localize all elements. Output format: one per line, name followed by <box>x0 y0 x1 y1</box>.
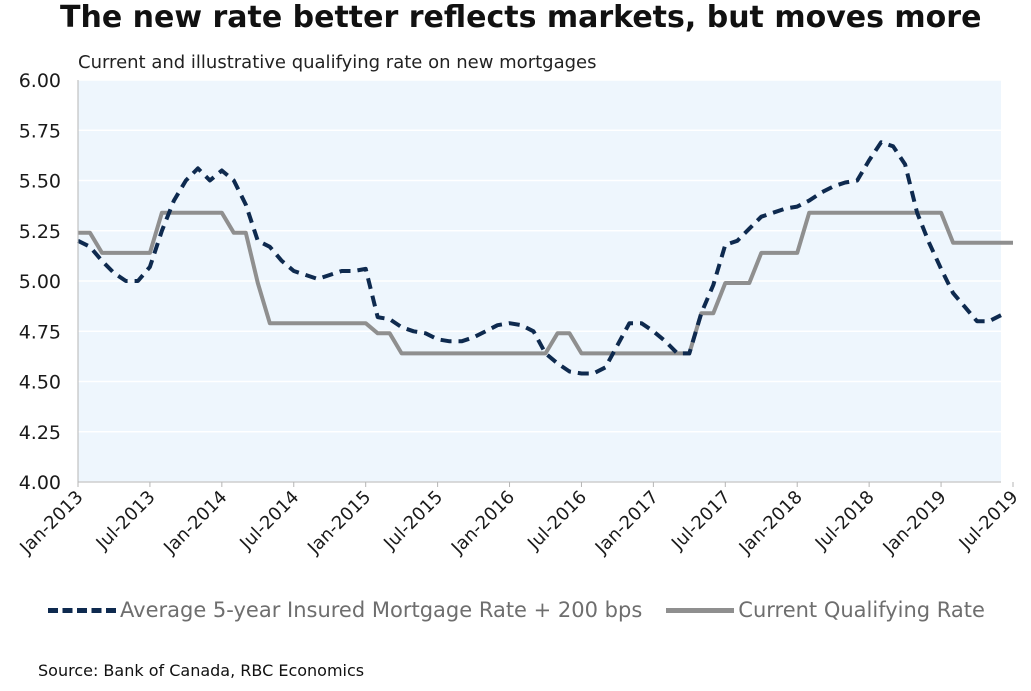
y-tick-label: 4.50 <box>19 372 61 394</box>
y-tick-label: 4.25 <box>19 422 61 444</box>
x-tick-label: Jan-2015 <box>303 487 375 559</box>
source-note: Source: Bank of Canada, RBC Economics <box>38 661 365 680</box>
x-tick-label: Jan-2019 <box>878 487 950 559</box>
axes <box>77 80 1014 487</box>
y-tick-label: 4.00 <box>19 472 61 494</box>
x-tick-label: Jul-2015 <box>379 487 447 555</box>
legend-swatch-dashed <box>48 607 116 613</box>
x-tick-label: Jan-2017 <box>591 487 663 559</box>
legend-label: Average 5-year Insured Mortgage Rate + 2… <box>120 598 643 622</box>
x-tick-label: Jan-2014 <box>159 487 231 559</box>
series-line-qualifying-rate <box>78 210 1013 356</box>
legend-swatch-solid <box>666 607 735 613</box>
series-lines <box>77 140 1013 376</box>
x-axis-tick-labels: Jan-2013 Jul-2013 Jan-2014 Jul-2014 Jan-2015… <box>15 487 1022 559</box>
y-tick-label: 5.75 <box>19 120 61 142</box>
chart-title: The new rate better reflects markets, bu… <box>60 0 982 35</box>
x-tick-label: Jul-2017 <box>667 487 735 555</box>
y-tick-label: 6.00 <box>19 70 61 92</box>
x-tick-label: Jul-2018 <box>811 487 879 555</box>
legend-item-qualifying-rate: Current Qualifying Rate <box>666 598 985 622</box>
x-tick-label: Jul-2019 <box>955 487 1023 555</box>
x-tick-label: Jul-2014 <box>235 487 303 555</box>
line-chart: 4.00 4.25 4.50 4.75 5.00 5.25 5.50 5.75 6.00 Jan… <box>15 70 1022 559</box>
x-tick-label: Jan-2018 <box>735 487 807 559</box>
x-tick-label: Jul-2016 <box>523 487 591 555</box>
x-tick-label: Jul-2013 <box>92 487 160 555</box>
x-tick-label: Jan-2013 <box>15 487 87 559</box>
y-tick-label: 5.50 <box>19 171 61 193</box>
legend: Average 5-year Insured Mortgage Rate + 2… <box>48 598 1009 622</box>
y-tick-label: 5.00 <box>19 271 61 293</box>
y-axis-tick-labels: 4.00 4.25 4.50 4.75 5.00 5.25 5.50 5.75 6.00 <box>19 70 61 494</box>
chart-subtitle: Current and illustrative qualifying rate… <box>78 52 597 73</box>
x-tick-label: Jan-2016 <box>447 487 519 559</box>
legend-label: Current Qualifying Rate <box>738 598 985 622</box>
y-tick-label: 4.75 <box>19 321 61 343</box>
series-line-mortgage-rate <box>77 140 1002 376</box>
y-tick-label: 5.25 <box>19 221 61 243</box>
legend-item-mortgage-rate: Average 5-year Insured Mortgage Rate + 2… <box>48 598 642 622</box>
